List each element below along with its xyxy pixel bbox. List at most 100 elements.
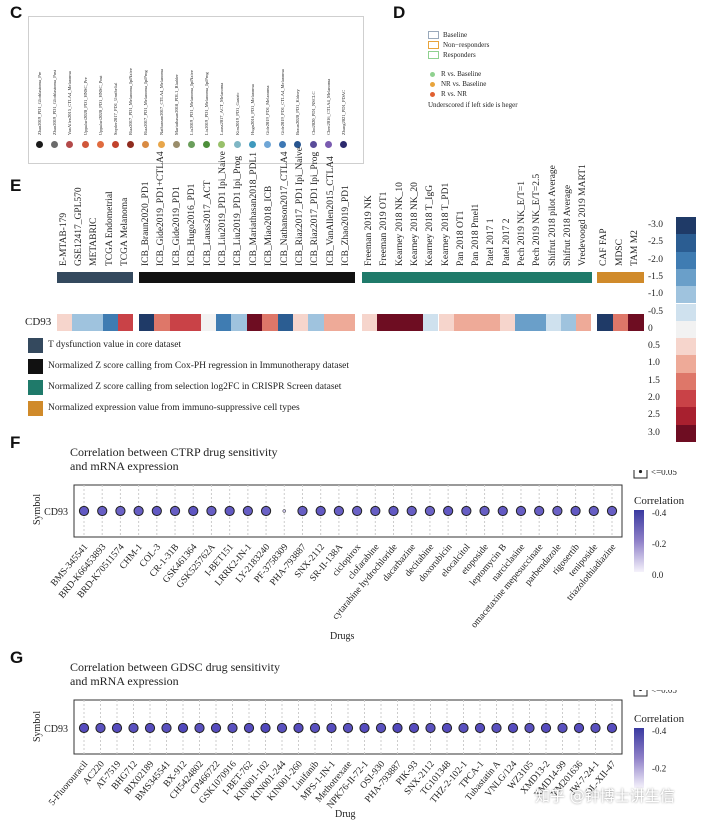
corr-title: Correlation <box>634 495 685 507</box>
drug-dot <box>243 722 255 734</box>
panel-e-column-label: GSE12417_GPL570 <box>74 187 85 266</box>
panel-c-label: Hugo2016_PD1_Melanoma <box>249 84 255 135</box>
panel-e-cell <box>277 314 293 331</box>
drug-dot <box>128 722 139 734</box>
panel-c-dot <box>112 141 119 148</box>
panel-e-cell <box>377 314 393 331</box>
corr-tick: -0.2 <box>652 764 666 774</box>
panel-e-cell <box>231 314 247 331</box>
panel-c-label: Cho2020_PD1_NSCLC <box>310 91 316 135</box>
panel-e-cell <box>530 314 546 331</box>
panel-e-scale-label: 0.5 <box>648 341 660 352</box>
panel-e-column-label: CAF FAP <box>599 228 609 266</box>
panel-e-scale-label: -2.0 <box>648 254 664 265</box>
panel-e-cell <box>499 314 515 331</box>
panel-e-column-label: ICB_Nathanson2017_CTLA4 <box>279 151 290 266</box>
drug-dot <box>111 722 123 734</box>
fdr-box <box>633 470 648 479</box>
fdr-label: <=0.05 <box>651 470 677 477</box>
panel-g-xlabel: Drug <box>335 809 356 820</box>
panel-e-cell <box>453 314 470 331</box>
panel-e-scale-swatch <box>676 286 696 304</box>
panel-d-comparison: R vs. Baseline <box>428 69 518 79</box>
panel-e-scale-label: 2.0 <box>648 393 660 403</box>
drug-dot <box>458 722 469 734</box>
panel-c-label: Riaz2017_PD1_Melanoma_IpiProg <box>143 70 149 135</box>
panel-c-label: Lauss2017_ACT_Melanoma <box>219 82 225 135</box>
drug-dot <box>570 505 581 517</box>
drug-dot <box>443 505 454 517</box>
panel-e-cell <box>423 314 439 331</box>
panel-e-scale-swatch <box>676 234 696 252</box>
drug-dot <box>95 722 106 734</box>
panel-letter-f: F <box>10 433 21 452</box>
drug-dot <box>297 505 308 517</box>
panel-e-column-label: Pech 2019 NK_E/T=2.5 <box>532 173 543 266</box>
panel-e-cell <box>102 314 118 331</box>
drug-dot <box>375 722 387 734</box>
panel-e-scale-swatch <box>676 424 696 442</box>
comparison-label: R vs. Baseline <box>441 70 482 78</box>
panel-e-column-label: ICB_Miao2018_ICB <box>264 185 275 266</box>
corr-tick: -0.2 <box>652 539 666 549</box>
panel-e-scale-label: 2.5 <box>648 410 660 421</box>
panel-e-column-label: ICB_Mariathasan2018_PDL1 <box>248 152 259 266</box>
drug-dot <box>534 505 545 517</box>
panel-c-label: Zhao2019_PD1_Glioblastoma_Post <box>52 70 58 135</box>
drug-dot <box>227 722 238 734</box>
panel-e-legend-swatch <box>28 338 43 353</box>
panel-e-column-label: ICB_Gide2019_PD1+CTLA4 <box>156 151 167 266</box>
panel-e-cell <box>262 314 278 331</box>
panel-c-dot <box>157 141 165 148</box>
drug-dot <box>169 505 181 517</box>
panel-f-title-line1: Correlation between CTRP drug sensitivit… <box>70 445 278 459</box>
panel-e-column-label: Pan 2018 OT1 <box>455 210 466 266</box>
panel-c-label: Chen2016_CTLA4_Melanoma <box>325 78 331 135</box>
panel-e-cell <box>484 314 500 331</box>
panel-e-column-label: Kearney 2018 NK_10 <box>394 182 405 266</box>
panel-e-column-label: Shifrut 2018 Average <box>562 184 573 266</box>
panel-e-cell <box>117 314 133 331</box>
drug-dot <box>588 505 599 517</box>
panel-e-scale-swatch <box>676 372 696 390</box>
comparison-label: NR vs. Baseline <box>441 80 487 88</box>
panel-e-column-label: Vredevoogd 2019 MART1 <box>578 164 589 266</box>
panel-e-column-label: METABRIC <box>89 217 100 266</box>
drug-dot <box>224 505 235 517</box>
panel-e-cell <box>438 314 454 331</box>
panel-e-column-label: ICB_Riaz2017_PD1 Ipi_Prog <box>310 151 321 266</box>
drug-dot <box>276 722 288 734</box>
panel-c-dot <box>324 141 332 148</box>
panel-e-scale-label: -2.5 <box>648 237 664 248</box>
drug-dot <box>557 722 568 734</box>
panel-e-scale-label: 1.5 <box>648 375 660 386</box>
panel-c-label: Mariathasan2018_PDL1_Bladder <box>173 74 179 135</box>
panel-e-legend-swatch <box>28 359 43 374</box>
panel-c-label: VanAllen2015_CTLA4_Melanoma <box>67 71 73 135</box>
drug-dot <box>333 505 344 517</box>
drug-dot <box>406 505 417 517</box>
legend-label: Non−responders <box>443 41 490 49</box>
panel-e-scale-label: -1.0 <box>648 289 664 300</box>
panel-e-column-label: ICB_Gide2019_PD1 <box>171 186 182 266</box>
panel-g-title-line2: and mRNA expression <box>70 674 179 688</box>
panel-e-legend-label: Normalized expression value from immuno-… <box>48 403 300 413</box>
panel-e-legend-label: T dysfunction value in core dataset <box>48 340 182 350</box>
panel-c-dot <box>188 141 195 148</box>
panel-e-cell <box>72 314 88 331</box>
drug-dot <box>151 505 162 517</box>
panel-e-column-label: Kearney 2018 T_PD1 <box>440 182 451 266</box>
panel-c-dot <box>279 141 287 148</box>
drug-dot <box>479 505 490 517</box>
panel-e-column-label: Pech 2019 NK_E/T=1 <box>517 180 527 266</box>
panel-f-title: Correlation between CTRP drug sensitivit… <box>70 445 278 473</box>
panel-g-title-line1: Correlation between GDSC drug sensitivit… <box>70 660 280 674</box>
drug-dot <box>206 505 217 517</box>
corr-gradient <box>634 728 644 788</box>
panel-e-column-label: TAM M2 <box>630 230 640 266</box>
panel-d-legend-item: Responders <box>428 50 518 60</box>
drug-dot <box>507 722 519 734</box>
comparison-dot <box>430 81 435 87</box>
panel-c-label: Liu2019_PD1_Melanoma_IpiProg <box>204 72 210 135</box>
panel-c-dot <box>66 141 74 148</box>
